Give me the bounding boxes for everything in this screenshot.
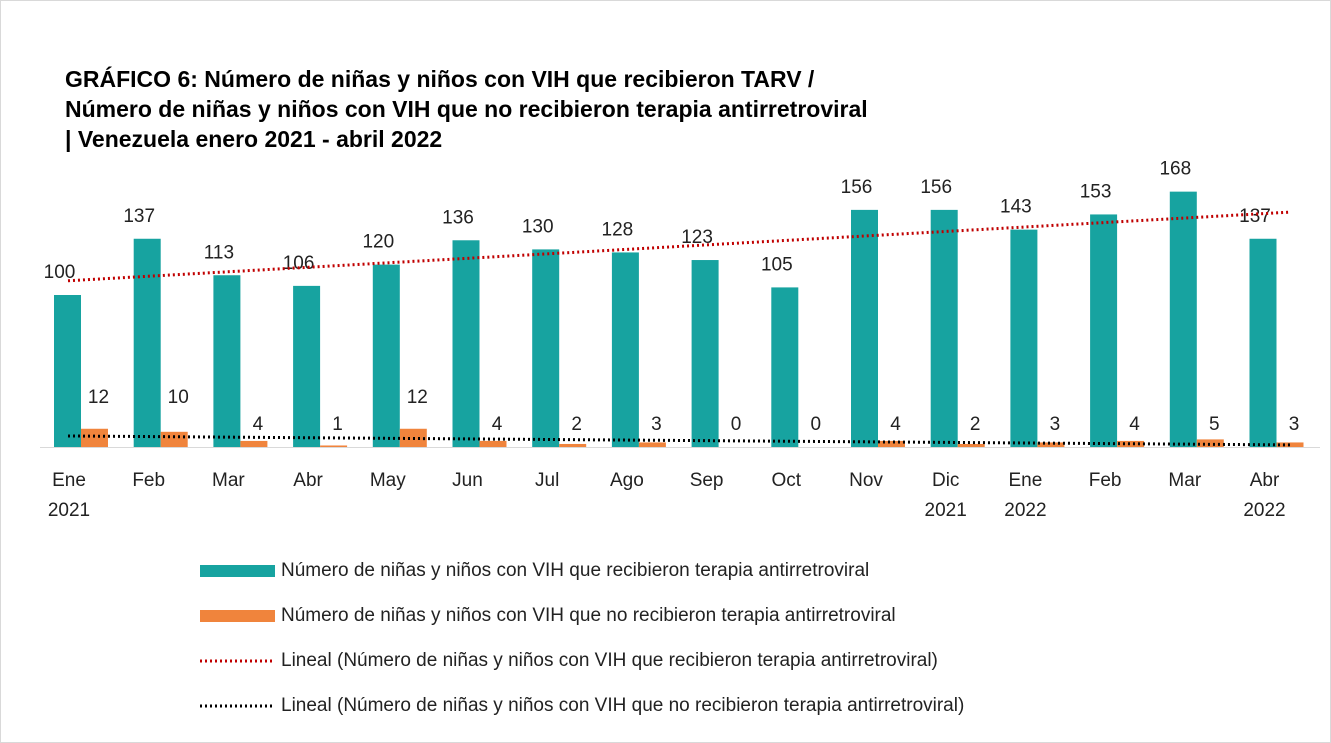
x-tick-label: 2022 — [1004, 500, 1046, 521]
data-label: 128 — [602, 219, 634, 240]
bar — [133, 238, 161, 447]
x-tick-label: Feb — [132, 470, 165, 491]
legend-label: Lineal (Número de niñas y niños con VIH … — [281, 650, 938, 671]
x-tick-label: 2021 — [48, 500, 90, 521]
data-label: 1 — [332, 414, 343, 435]
bar — [240, 440, 268, 447]
bar — [213, 275, 241, 447]
bar — [532, 249, 560, 447]
data-label: 4 — [890, 414, 901, 435]
data-label: 3 — [651, 414, 662, 435]
bar — [691, 260, 719, 447]
data-label: 143 — [1000, 197, 1032, 218]
data-label: 3 — [1050, 414, 1061, 435]
bar — [878, 440, 905, 447]
data-label: 100 — [44, 262, 76, 283]
legend-swatch — [200, 565, 275, 577]
data-label: 156 — [920, 177, 952, 198]
data-label: 137 — [123, 206, 155, 227]
x-tick-label: 2021 — [925, 500, 967, 521]
bar — [1196, 439, 1224, 447]
bar — [1117, 440, 1145, 447]
x-tick-label: Dic — [932, 470, 959, 491]
bar — [1037, 442, 1065, 447]
bar — [930, 209, 958, 447]
trendline — [67, 434, 1291, 447]
legend-label: Lineal (Número de niñas y niños con VIH … — [281, 695, 964, 716]
bar — [479, 440, 507, 447]
data-label: 123 — [681, 227, 713, 248]
bar — [160, 431, 188, 447]
data-label: 0 — [811, 414, 822, 435]
data-label: 120 — [362, 232, 394, 253]
x-tick-label: Jul — [535, 470, 559, 491]
legend-swatch — [200, 610, 275, 622]
x-tick-label: Ene — [1008, 470, 1042, 491]
x-tick-label: Jun — [452, 470, 483, 491]
data-label: 137 — [1239, 206, 1271, 227]
data-label: 5 — [1209, 414, 1220, 435]
bar — [372, 264, 400, 447]
x-tick-label: Feb — [1089, 470, 1122, 491]
bar — [1276, 442, 1304, 447]
bar — [1010, 229, 1038, 447]
data-label: 0 — [731, 414, 742, 435]
data-label: 4 — [1129, 414, 1140, 435]
data-label: 2 — [970, 414, 981, 435]
chart-title: GRÁFICO 6: Número de niñas y niños con V… — [65, 65, 815, 92]
x-tick-label: Mar — [212, 470, 245, 491]
bar — [81, 428, 108, 447]
x-tick-label: Nov — [849, 470, 883, 491]
bar — [559, 443, 587, 447]
data-label: 113 — [204, 242, 234, 263]
trendline — [67, 210, 1291, 283]
data-label: 153 — [1080, 181, 1112, 202]
bar — [611, 252, 639, 447]
data-label: 12 — [407, 387, 428, 408]
data-label: 12 — [88, 387, 109, 408]
data-label: 130 — [522, 216, 554, 237]
x-tick-label: Ene — [52, 470, 86, 491]
x-tick-label: Oct — [772, 470, 802, 491]
data-label: 3 — [1289, 414, 1300, 435]
x-tick-label: Ago — [610, 470, 644, 491]
chart-title: | Venezuela enero 2021 - abril 2022 — [65, 126, 442, 152]
bar — [452, 240, 480, 447]
x-tick-label: Abr — [293, 470, 323, 491]
bar — [293, 285, 321, 447]
bar — [320, 445, 348, 447]
data-label: 2 — [571, 414, 582, 435]
data-label: 106 — [283, 253, 315, 274]
bar — [851, 209, 878, 447]
chart-title: Número de niñas y niños con VIH que no r… — [65, 96, 868, 122]
x-tick-label: May — [370, 470, 406, 491]
bar — [1169, 191, 1197, 447]
x-tick-label: Mar — [1168, 470, 1201, 491]
x-tick-label: 2022 — [1243, 500, 1285, 521]
bar — [1090, 214, 1118, 447]
bar — [638, 442, 666, 447]
data-label: 156 — [841, 177, 873, 198]
bar — [1249, 238, 1277, 447]
data-label: 4 — [253, 414, 264, 435]
legend-label: Número de niñas y niños con VIH que no r… — [281, 605, 896, 626]
bar — [957, 443, 985, 447]
data-label: 136 — [442, 207, 474, 228]
data-label: 168 — [1159, 159, 1191, 180]
legend-label: Número de niñas y niños con VIH que reci… — [281, 560, 869, 581]
x-tick-label: Sep — [690, 470, 724, 491]
data-label: 4 — [492, 414, 503, 435]
data-label: 10 — [168, 387, 189, 408]
bar — [771, 287, 799, 447]
data-label: 105 — [761, 254, 793, 275]
bar — [54, 295, 81, 447]
x-tick-label: Abr — [1250, 470, 1280, 491]
